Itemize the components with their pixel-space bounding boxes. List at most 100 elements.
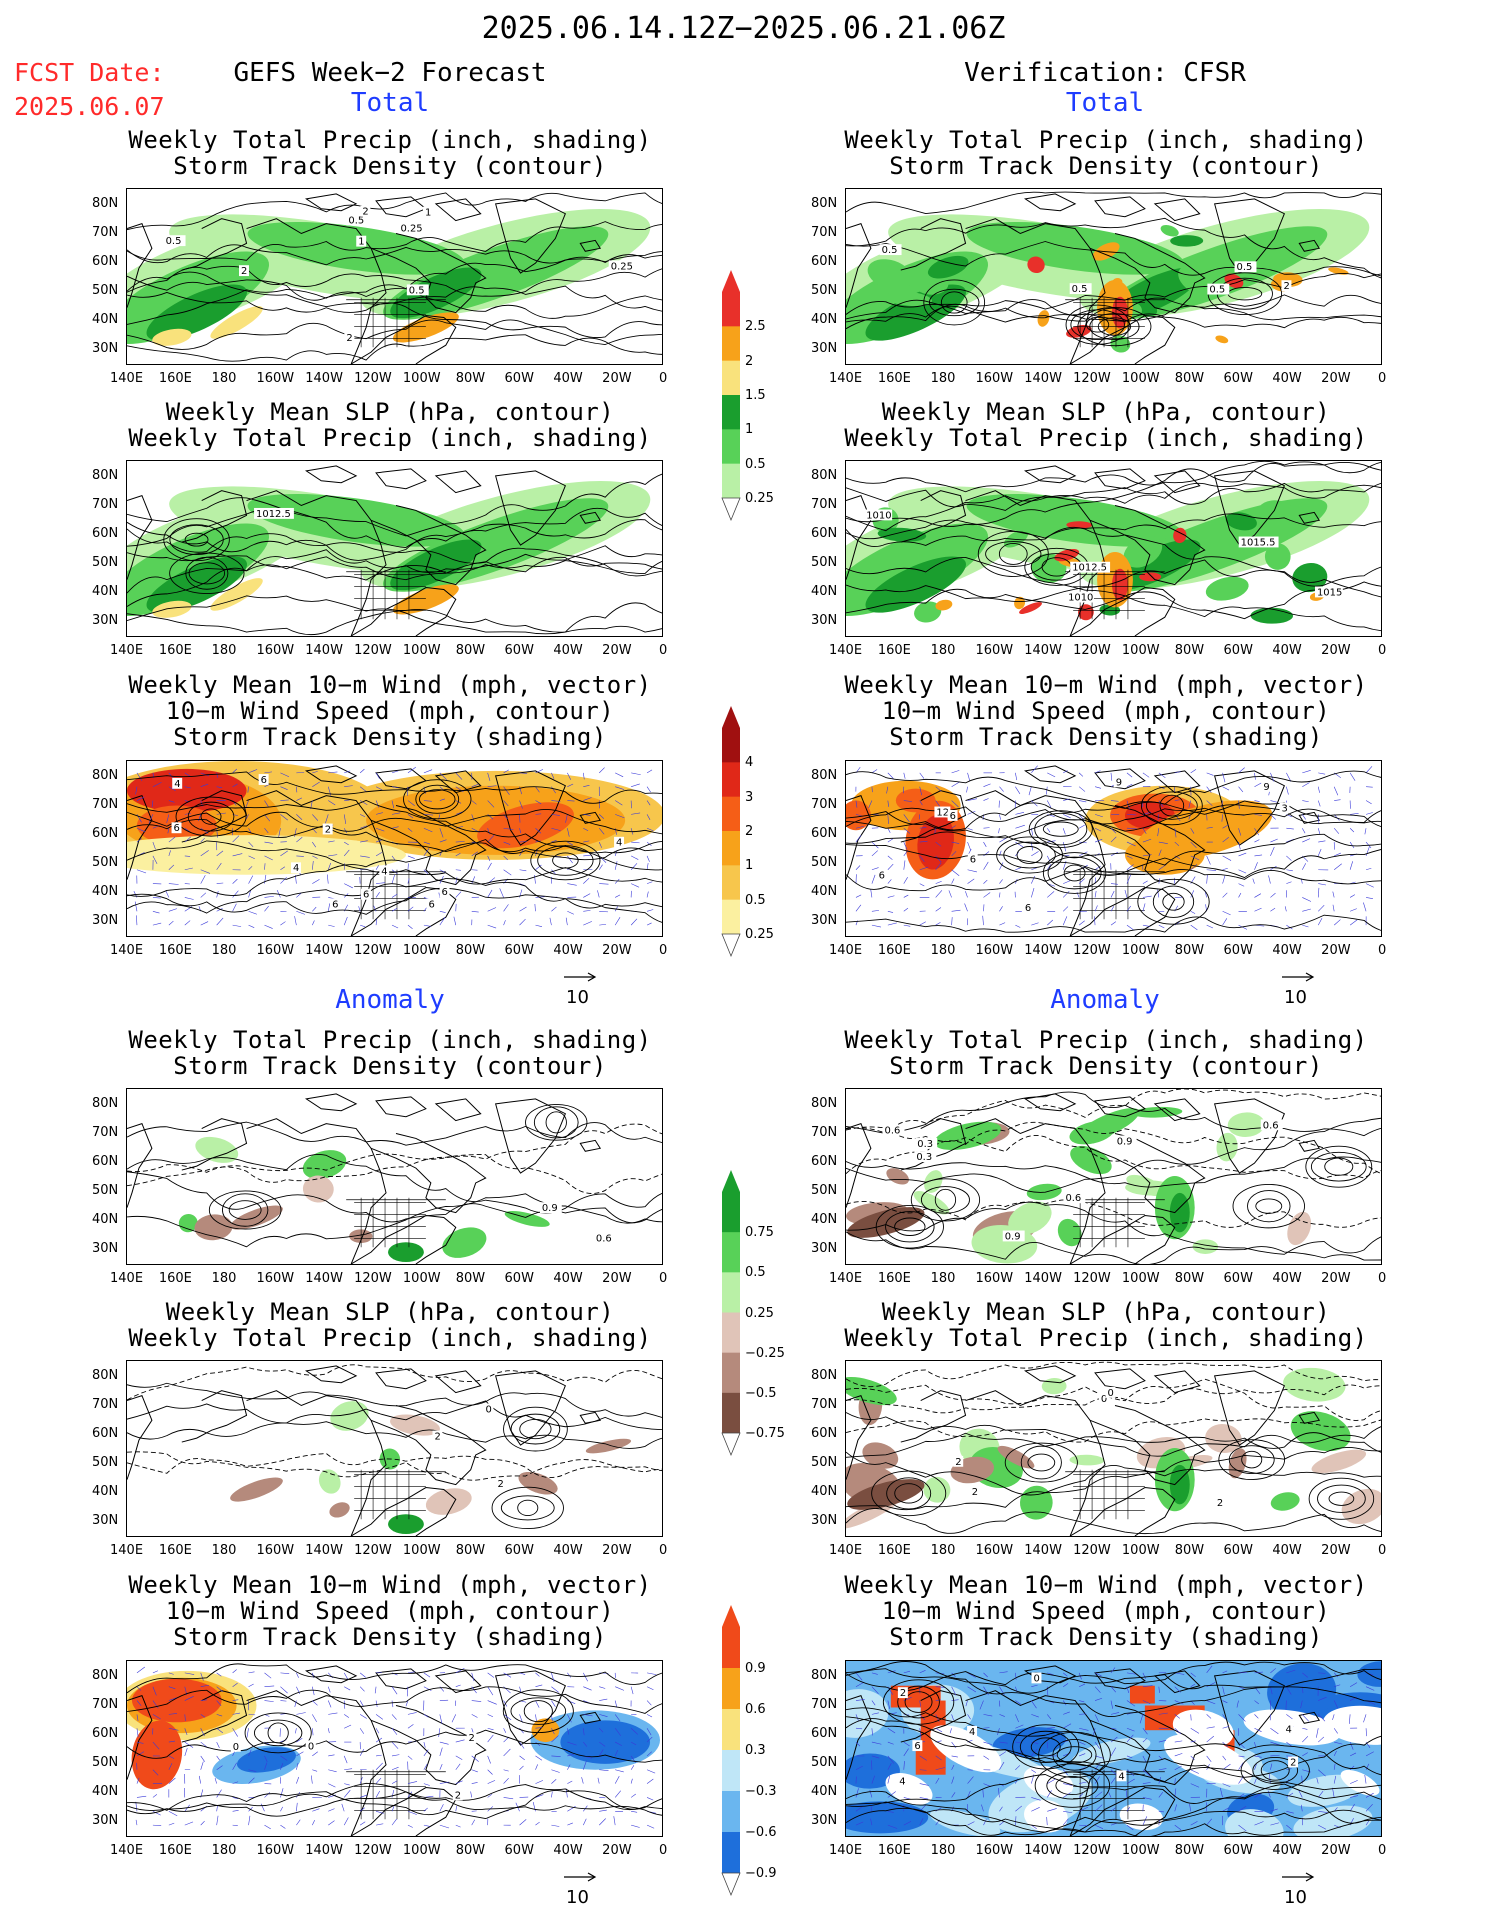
- closed-contour: [1260, 1760, 1290, 1781]
- latitude-tick-label: 30N: [92, 1241, 119, 1256]
- longitude-tick-label: 180: [930, 1543, 956, 1558]
- longitude-tick-label: 0: [1378, 943, 1387, 958]
- wind-vector: [1333, 1775, 1337, 1784]
- wind-vector: [375, 1810, 384, 1814]
- wind-vector: [614, 1750, 619, 1757]
- wind-vector: [855, 1727, 863, 1730]
- contour-line: [846, 482, 1381, 511]
- wind-vector: [887, 879, 892, 884]
- wind-vector: [887, 895, 895, 898]
- wind-vector: [216, 812, 226, 815]
- wind-vector: [535, 800, 542, 805]
- map-panel-fcst-total-slp-precip: 1012.5: [126, 460, 663, 637]
- wind-vector: [951, 800, 959, 808]
- wind-vector: [1206, 1818, 1212, 1826]
- longitude-tick-label: 40W: [1272, 371, 1302, 386]
- wind-vector: [646, 891, 649, 898]
- closed-contour: [1056, 1746, 1093, 1764]
- wind-vector: [1142, 1769, 1151, 1777]
- coastline-greenland: [494, 470, 566, 546]
- wind-vector: [359, 1686, 365, 1692]
- wind-vector: [1079, 800, 1087, 803]
- contour-label: 0: [1101, 1394, 1107, 1405]
- wind-vector: [327, 1686, 331, 1693]
- wind-vector: [487, 1714, 494, 1718]
- wind-vector: [903, 860, 906, 870]
- panel1-title-line2: Storm Track Density (contour): [173, 152, 607, 180]
- closed-contour: [552, 852, 579, 869]
- wind-vector: [1110, 1736, 1118, 1743]
- contour-label: 2: [497, 1479, 503, 1490]
- wind-vector: [614, 861, 618, 870]
- wind-vector: [999, 862, 1004, 870]
- wind-vector: [646, 909, 654, 912]
- contour-label-background: [1098, 1393, 1109, 1405]
- wind-vector: [535, 1755, 543, 1761]
- contour-label-background: [1234, 261, 1257, 273]
- wind-vector: [1318, 1810, 1328, 1813]
- wind-vector: [407, 828, 413, 832]
- wind-vector: [1158, 1810, 1165, 1813]
- contour-label: 0.9: [1005, 1231, 1021, 1242]
- shaded-region: [210, 306, 263, 339]
- wind-vector: [1333, 828, 1340, 834]
- wind-vector: [248, 1749, 252, 1757]
- closed-contour: [1240, 1750, 1310, 1790]
- wind-vector: [934, 828, 936, 835]
- contour-line: [127, 244, 662, 266]
- longitude-tick-label: 140W: [305, 1843, 343, 1858]
- wind-vector: [583, 785, 590, 787]
- wind-vector: [1126, 864, 1134, 870]
- wind-vector: [264, 1700, 274, 1702]
- longitude-tick-label: 140E: [829, 943, 863, 958]
- wind-vector: [200, 892, 207, 898]
- wind-vector: [1365, 1686, 1375, 1691]
- contour-label-background: [897, 1687, 908, 1699]
- wind-vector: [1063, 1683, 1069, 1687]
- closed-contour: [1047, 856, 1102, 890]
- contour-label-background: [291, 862, 301, 874]
- wind-vector: [551, 772, 555, 779]
- wind-vector: [1254, 1742, 1257, 1748]
- contour-line: [846, 461, 1381, 493]
- wind-vector: [1015, 1700, 1022, 1705]
- wind-vector: [903, 841, 908, 850]
- coastline-asia: [127, 1394, 153, 1480]
- wind-vector: [471, 1672, 475, 1682]
- wind-vector: [248, 855, 255, 860]
- coastline-north-america: [246, 1690, 387, 1836]
- map-panel-verif-total-slp-precip: 1010 1015 1010 1015.5 1012.5: [845, 460, 1382, 637]
- coastline-hudson-bay: [1089, 805, 1206, 886]
- closed-contour: [1137, 878, 1210, 925]
- wind-vector: [232, 835, 240, 843]
- longitude-tick-label: 160W: [975, 643, 1014, 658]
- contour-line: [127, 545, 662, 607]
- wind-vector: [166, 814, 170, 823]
- latitude-tick-label: 60N: [811, 526, 838, 541]
- wind-vector: [1318, 1769, 1326, 1777]
- wind-vector: [1079, 1713, 1087, 1715]
- wind-vector: [1190, 769, 1197, 774]
- wind-vector: [487, 1672, 495, 1678]
- wind-vector: [1349, 894, 1356, 898]
- closed-contour: [920, 1186, 970, 1214]
- map-canvas: 0.50.50.5 20.5: [846, 191, 1381, 364]
- wind-vector: [487, 924, 497, 929]
- wind-vector: [535, 1764, 538, 1770]
- wind-vector: [919, 1700, 921, 1707]
- wind-vector: [260, 1803, 265, 1812]
- contour-line: [846, 1446, 1381, 1511]
- wind-vector: [423, 1714, 429, 1718]
- wind-vector: [1270, 892, 1276, 898]
- shaded-region: [846, 1801, 929, 1834]
- contour-label-background: [1260, 1119, 1283, 1131]
- wind-vector: [535, 1700, 540, 1708]
- wind-vector: [1126, 1824, 1134, 1831]
- contour-line: [127, 1729, 662, 1763]
- wind-vector: [216, 1805, 218, 1812]
- wind-vector: [979, 1700, 984, 1710]
- wind-vector: [1365, 1751, 1374, 1757]
- wind-vector: [631, 841, 640, 844]
